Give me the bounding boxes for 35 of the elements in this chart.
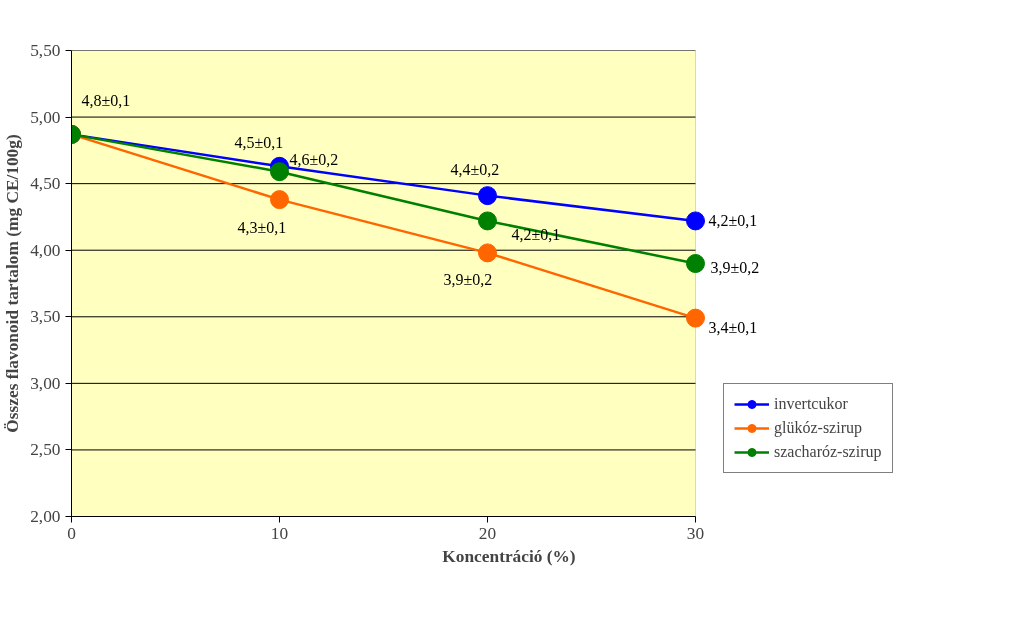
annotation: 4,2±0,1 <box>708 212 758 230</box>
y-tick-label: 4,50 <box>30 174 61 194</box>
point <box>478 186 497 206</box>
annotation: 4,5±0,1 <box>234 133 284 151</box>
annotation: 3,9±0,2 <box>443 271 493 289</box>
annotation: 4,4±0,2 <box>450 161 500 179</box>
legend-label: glükóz-szirup <box>774 419 862 437</box>
annotation: 4,8±0,1 <box>81 91 131 109</box>
y-tick-label: 3,50 <box>30 307 61 327</box>
annotation: 3,9±0,2 <box>710 259 760 277</box>
annotation: 3,4±0,1 <box>708 318 758 336</box>
annotation: 4,6±0,2 <box>289 151 339 169</box>
y-tick-label: 3,00 <box>30 373 61 393</box>
point <box>270 190 289 210</box>
legend-label: szacharóz-szirup <box>774 443 882 461</box>
point <box>478 243 497 263</box>
x-tick-label: 20 <box>478 523 497 543</box>
y-tick-label: 5,50 <box>30 41 61 60</box>
point <box>686 308 705 328</box>
point <box>270 162 289 182</box>
annotation: 4,3±0,1 <box>237 219 287 237</box>
point <box>686 254 705 274</box>
y-axis-title: Összes flavonoid tartalom (mg CE/100g) <box>3 134 23 433</box>
x-axis-title: Koncentráció (%) <box>442 546 576 566</box>
x-tick-label: 30 <box>686 523 705 543</box>
x-tick-label: 0 <box>67 523 76 543</box>
annotation: 4,2±0,1 <box>511 226 561 244</box>
y-tick-label: 2,50 <box>30 440 61 460</box>
y-tick-label: 4,00 <box>30 240 61 260</box>
point <box>478 211 497 231</box>
legend-label: invertcukor <box>774 395 848 413</box>
y-tick-label: 2,00 <box>30 507 61 526</box>
x-tick-label: 10 <box>270 523 289 543</box>
y-tick-label: 5,00 <box>30 107 61 127</box>
point <box>686 211 705 231</box>
